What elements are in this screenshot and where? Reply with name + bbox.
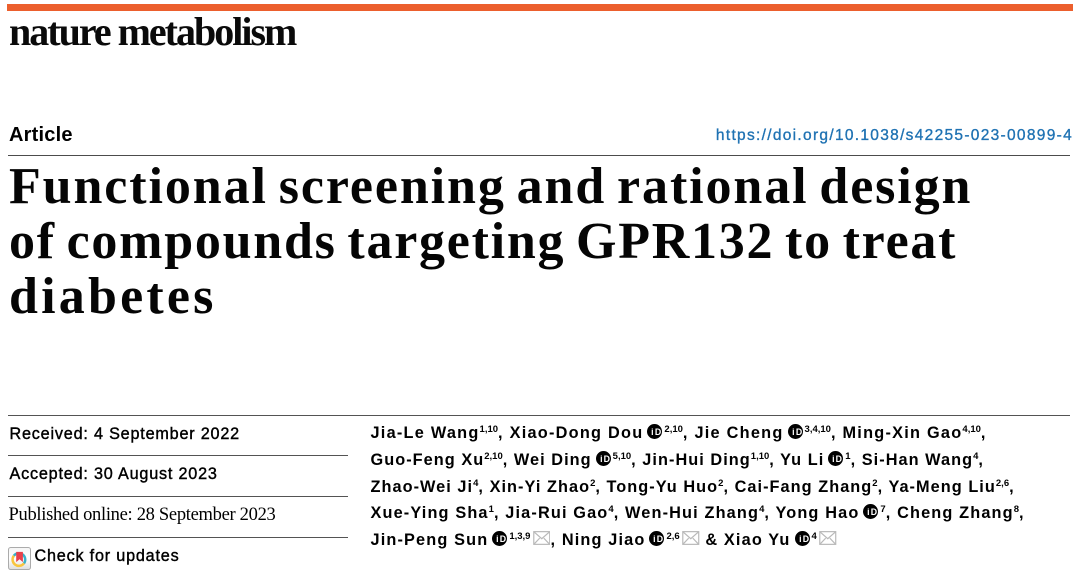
svg-text:iD: iD: [867, 507, 878, 517]
svg-text:iD: iD: [792, 427, 803, 437]
svg-text:iD: iD: [651, 427, 662, 437]
svg-text:iD: iD: [832, 453, 843, 463]
svg-text:iD: iD: [799, 533, 810, 543]
svg-text:iD: iD: [654, 533, 665, 543]
svg-text:iD: iD: [600, 453, 611, 463]
svg-text:iD: iD: [496, 533, 507, 543]
